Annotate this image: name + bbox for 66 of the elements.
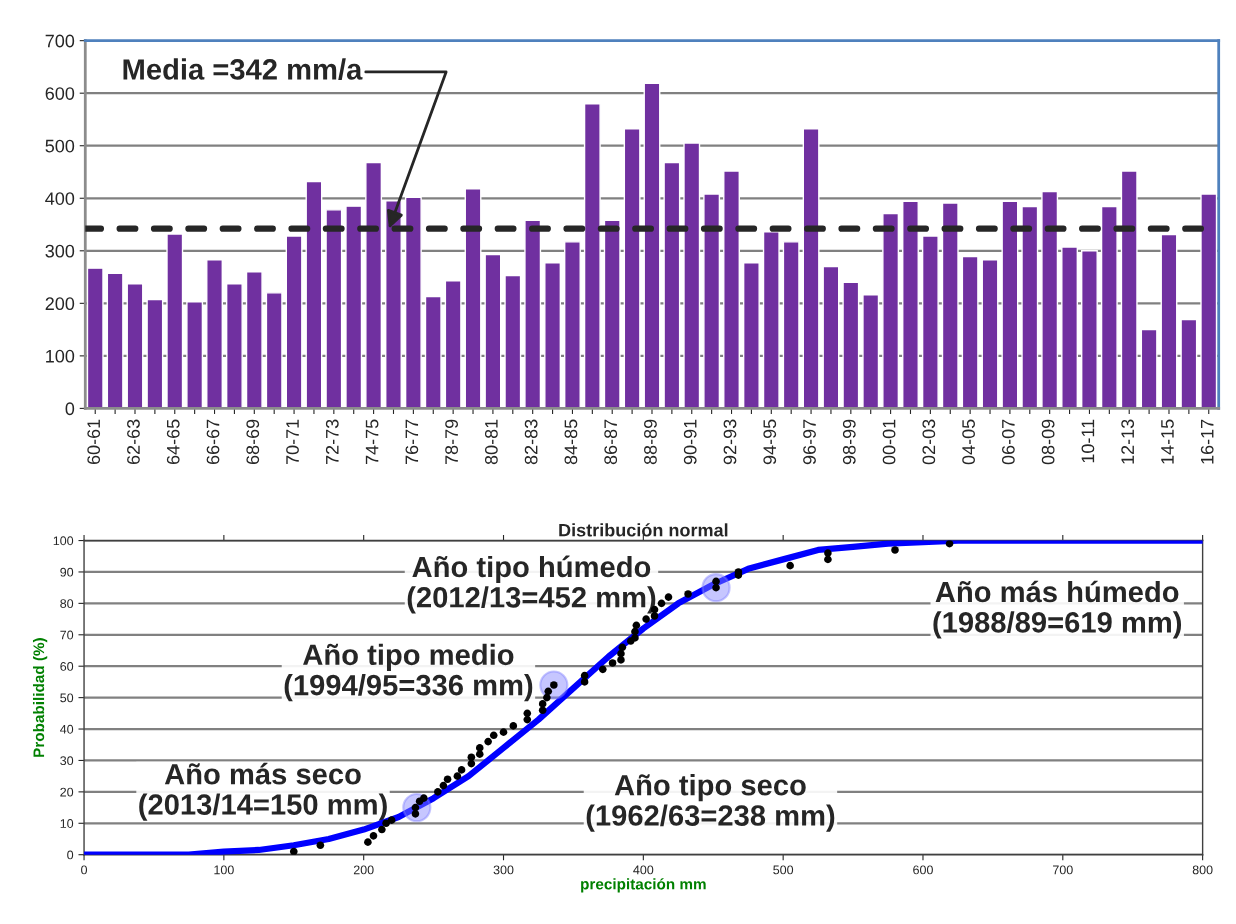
x-tick-label: 74-75 [365,419,379,465]
x-tick-label: 84-85 [564,419,578,465]
x-tick-label: 78-79 [445,419,458,465]
x-tick-label: 0 [81,865,88,875]
y-tick-label: 10 [60,819,74,828]
y-tick-label: 700 [45,34,75,48]
annotation: Año tipo seco (1962/63=238 mm) [586,774,835,832]
x-tick-label: 00-01 [882,419,896,465]
x-tick-label: 800 [1192,865,1213,875]
y-tick-label: 0 [65,402,75,416]
x-tick-label: 82-83 [524,419,538,465]
x-axis-title: precipitación mm [581,878,706,893]
y-tick-label: 30 [60,756,74,766]
y-tick-label: 100 [46,349,75,363]
x-tick-label: 100 [214,865,234,875]
annotation: Año más seco (2013/14=150 mm) [139,762,387,821]
annotation: Año más húmedo (1988/89=619 mm) [933,580,1182,639]
x-tick-label: 12-13 [1121,419,1135,464]
y-tick-label: 400 [45,192,75,205]
x-tick-label: 700 [1053,865,1073,875]
x-tick-label: 06-07 [1001,419,1015,465]
x-tick-label: 10-11 [1081,419,1095,463]
x-tick-label: 08-09 [1041,419,1055,465]
chart-title: Distribución normal [559,523,728,537]
x-tick-label: 600 [913,865,933,875]
x-tick-label: 94-95 [763,419,777,465]
y-tick-label: 60 [60,662,74,671]
y-tick-label: 300 [45,244,75,258]
x-tick-label: 76-77 [405,419,419,465]
y-tick-label: 40 [60,724,74,734]
y-tick-label: 20 [60,787,74,797]
x-tick-label: 64-65 [166,419,180,465]
x-tick-label: 90-91 [683,419,697,465]
x-tick-label: 92-93 [723,419,737,465]
x-tick-label: 400 [633,865,654,875]
x-tick-label: 98-99 [842,419,856,465]
annotation: Año tipo medio (1994/95=336 mm) [284,643,533,702]
y-tick-label: 50 [60,693,74,703]
x-tick-label: 96-97 [803,419,816,465]
x-tick-label: 88-89 [644,419,657,465]
y-tick-label: 500 [45,139,75,153]
x-tick-label: 80-81 [484,419,498,465]
x-tick-label: 02-03 [922,419,936,465]
y-tick-label: 70 [60,630,74,640]
x-tick-label: 60-61 [87,419,101,465]
x-tick-label: 68-69 [246,419,260,465]
x-tick-label: 66-67 [206,419,220,465]
y-tick-label: 200 [45,297,75,311]
x-tick-label: 500 [773,865,794,875]
x-tick-label: 62-63 [127,419,140,465]
ref-line-label: Media =342 mm/a [123,58,363,81]
x-tick-label: 72-73 [325,419,339,465]
y-tick-label: 600 [45,87,75,100]
y-tick-label: 80 [60,599,74,609]
annotation: Año tipo húmedo (2012/13=452 mm) [407,555,656,614]
x-tick-label: 86-87 [604,419,618,465]
x-tick-label: 04-05 [962,419,975,465]
y-axis-title: Probabilidad (%) [32,638,48,757]
y-tick-label: 90 [60,567,74,577]
x-tick-label: 200 [353,865,374,875]
x-tick-label: 14-15 [1161,419,1174,464]
x-tick-label: 300 [493,865,514,875]
y-tick-label: 100 [53,536,74,546]
y-tick-label: 0 [67,850,74,860]
x-tick-label: 16-17 [1200,419,1214,464]
x-tick-label: 70-71 [286,419,299,465]
